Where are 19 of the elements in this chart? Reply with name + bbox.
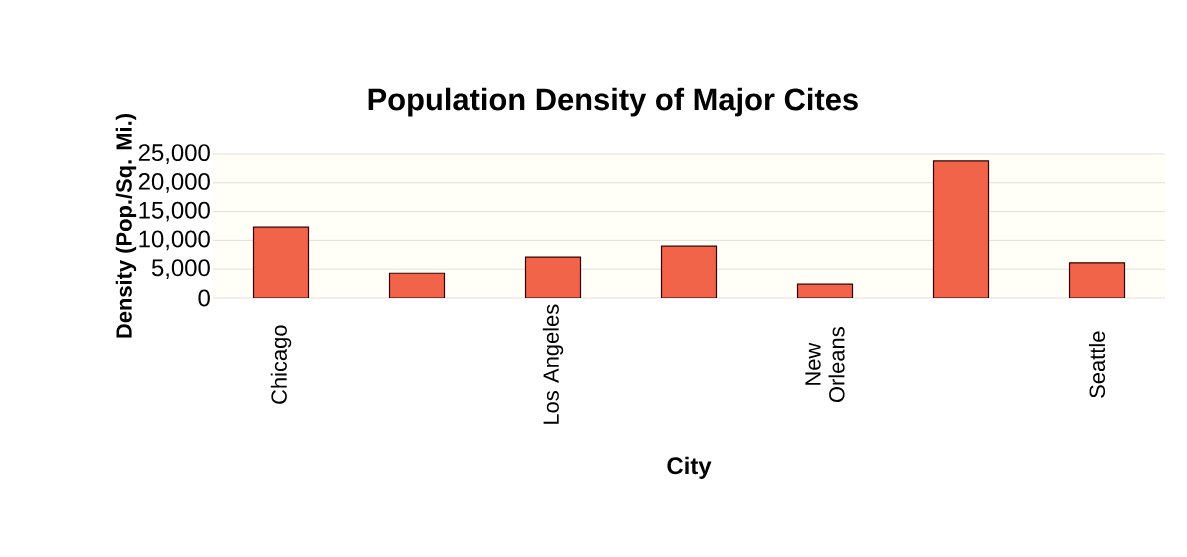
x-tick-label: New Orleans (805, 327, 845, 403)
x-tick-label: Chicago (270, 325, 292, 404)
bar (660, 245, 718, 298)
bar (388, 272, 446, 298)
bar (252, 226, 310, 298)
x-tick-label: Seattle (1088, 331, 1106, 398)
x-axis-title: City (667, 456, 712, 480)
y-tick-label: 15,000 (139, 201, 210, 222)
bar (1068, 262, 1126, 298)
y-tick-label: 10,000 (139, 230, 210, 251)
bar (932, 160, 990, 298)
y-tick-label: 5,000 (151, 259, 210, 280)
y-axis-title: Density (Pop./Sq. Mi.) (115, 114, 137, 338)
chart-title: Population Density of Major Cites (368, 87, 858, 117)
y-tick-label: 25,000 (138, 144, 210, 164)
y-tick-label: 20,000 (138, 172, 210, 193)
bar (524, 256, 582, 298)
x-tick-label: Los Angeles (542, 304, 564, 424)
y-tick-label: 0 (198, 289, 210, 307)
